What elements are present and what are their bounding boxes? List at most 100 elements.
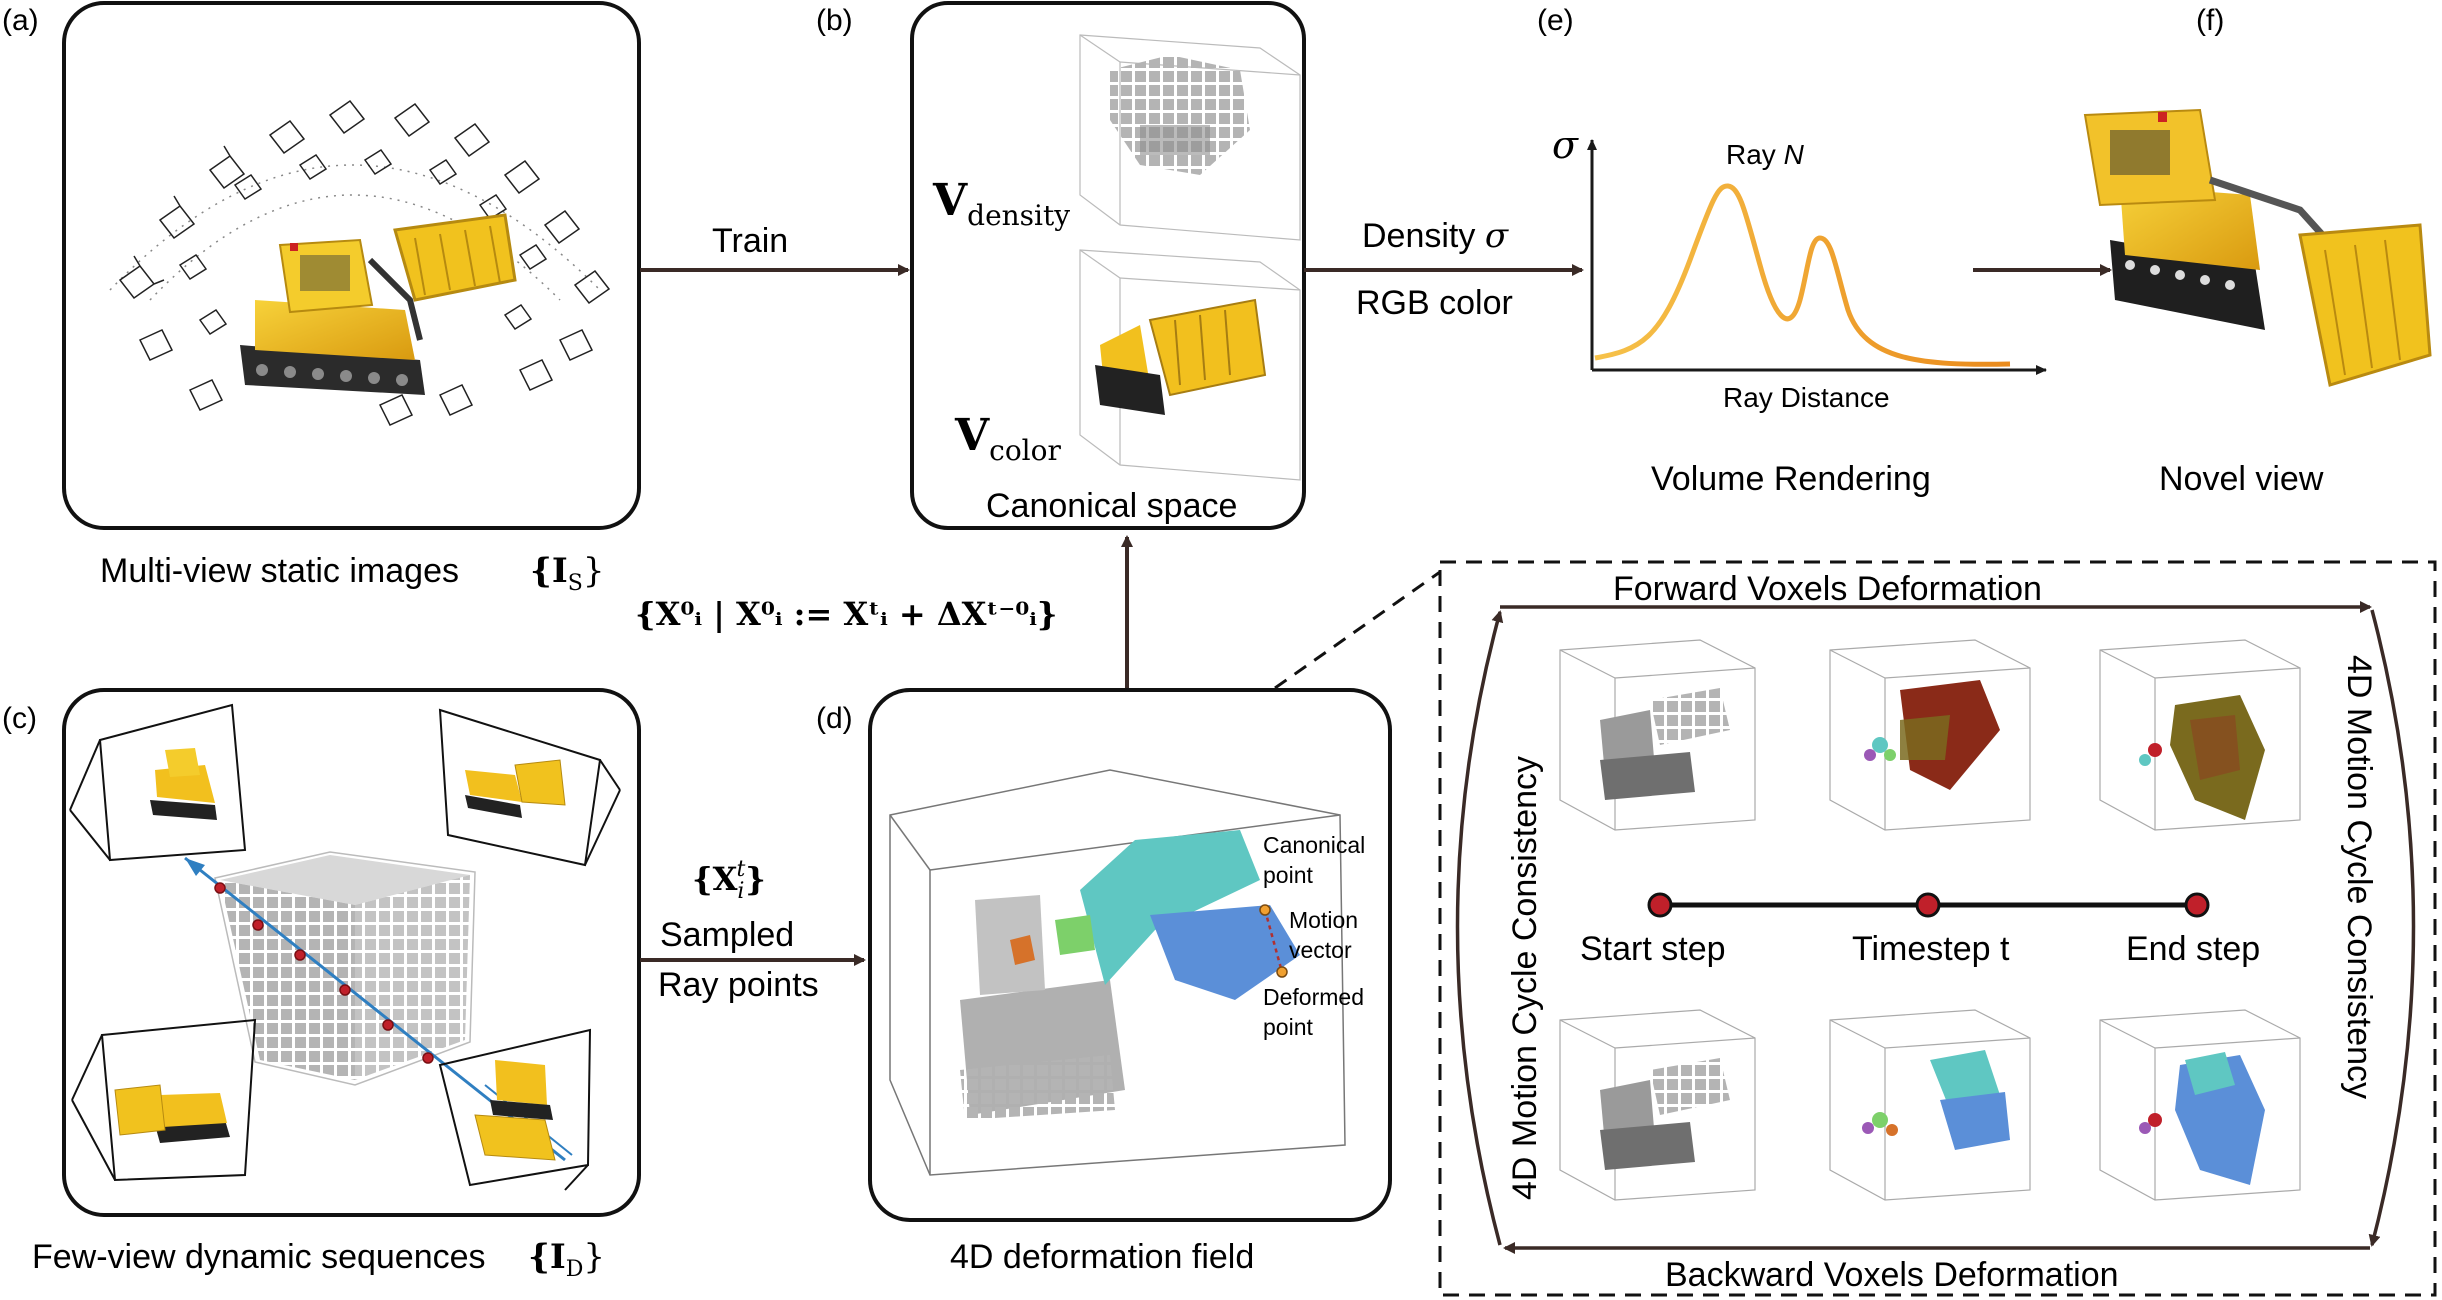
panel-a-label: (a) (2, 4, 39, 37)
panel-a-caption: Multi-view static images {IS} (100, 551, 605, 596)
density-symbol: σ (1485, 216, 1509, 256)
warp-formula: {X⁰ᵢ | X⁰ᵢ := Xᵗᵢ + ΔXᵗ⁻⁰ᵢ} (635, 595, 1058, 633)
train-label: Train (712, 222, 788, 260)
deformed-point-label: Deformed point (1263, 984, 1370, 1040)
panel-c-frame (62, 688, 641, 1217)
panel-d: (d) Canonical point Motion vector (816, 688, 1392, 1276)
timestep-timeline: Start step Timestep t End step (1580, 892, 2260, 968)
sampled-math-sup: t (736, 857, 745, 882)
motion-line-2: vector (1289, 937, 1352, 963)
sampled-points-arrow: {Xit} Sampled Ray points (640, 857, 866, 1004)
x-axis-label: Ray Distance (1723, 382, 1890, 413)
forward-voxel-cube-3 (2099, 639, 2301, 831)
ray-label-n: N (1784, 139, 1805, 170)
right-cycle-arc (2368, 609, 2416, 1247)
timestep-label: Timestep t (1852, 930, 2010, 968)
v-color-label: Vcolor (954, 410, 1061, 467)
panel-c-label: (c) (2, 702, 37, 735)
density-voxel-cube (1079, 34, 1301, 241)
panel-b: (b) Vdensity (816, 1, 1306, 530)
panel-c-caption-end: } (583, 1237, 605, 1277)
density-label: Density (1362, 217, 1485, 255)
deformed-line-1: Deformed (1263, 984, 1364, 1010)
left-cycle-arc (1455, 610, 1504, 1246)
backward-row (1559, 1009, 2301, 1201)
deformed-line-2: point (1263, 1014, 1313, 1040)
end-step-label: End step (2126, 930, 2260, 968)
canonical-point-label: Canonical point (1263, 832, 1372, 888)
camera-view-bulldozers-icon (114, 748, 566, 1161)
canonical-line-2: point (1263, 862, 1313, 888)
canonical-line-1: Canonical (1263, 832, 1365, 858)
panel-a: (a) (2, 1, 641, 596)
deformed-bulldozer-voxels (960, 830, 1300, 1120)
start-step-dot (1647, 892, 1673, 918)
train-arrow: Train (640, 222, 910, 276)
sampled-label: Sampled (660, 916, 794, 954)
panel-e-label: (e) (1537, 4, 1574, 37)
color-voxel-cube (1079, 249, 1301, 481)
camera-dome-icon (109, 99, 611, 426)
svg-text:Ray N: Ray N (1726, 139, 1805, 170)
panel-f-label: (f) (2196, 4, 2224, 37)
y-axis-label: σ (1552, 123, 1579, 167)
motion-vector-label: Motion vector (1289, 907, 1364, 963)
panel-c-caption-math: {I (528, 1237, 566, 1277)
panel-d-caption: 4D deformation field (950, 1238, 1254, 1276)
v-density-symbol: V (932, 175, 968, 226)
svg-text:Vdensity: Vdensity (932, 175, 1070, 232)
v-color-symbol: V (954, 410, 990, 461)
ray-label: Ray (1726, 139, 1784, 170)
timestep-dot (1915, 892, 1941, 918)
panel-c-caption-sub: D (566, 1257, 584, 1282)
bulldozer-icon (240, 213, 517, 395)
svg-text:{Xit}: {Xit} (692, 857, 766, 904)
ray-points-label: Ray points (658, 966, 819, 1004)
volume-rendering-plot: σ Ray N Ray Distance (1552, 123, 2047, 413)
right-side-label: 4D Motion Cycle Consistency (2340, 655, 2378, 1099)
forward-voxel-cube-2 (1829, 639, 2031, 831)
panel-f: (f) Novel view (2083, 4, 2432, 498)
v-density-sub: density (967, 199, 1070, 232)
panel-a-caption-text: Multi-view static images (100, 552, 459, 590)
panel-e-caption: Volume Rendering (1651, 460, 1931, 498)
svg-text:Few-view dynamic sequences: Few-view dynamic sequences (32, 1238, 486, 1276)
v-density-label: Vdensity (932, 175, 1070, 232)
panel-d-frame (868, 688, 1392, 1222)
panel-f-caption: Novel view (2159, 460, 2324, 498)
inset-frame (1438, 560, 2437, 1297)
forward-label: Forward Voxels Deformation (1613, 570, 2042, 608)
left-side-label: 4D Motion Cycle Consistency (1506, 756, 1544, 1200)
warp-formula-text: {X⁰ᵢ | X⁰ᵢ := Xᵗᵢ + ΔXᵗ⁻⁰ᵢ} (635, 595, 1058, 633)
panel-c-caption-text: Few-view dynamic sequences (32, 1238, 486, 1276)
panel-a-caption-sub: S (568, 571, 583, 596)
density-rgb-arrow: Density σ RGB color (1304, 216, 1584, 322)
panel-a-caption-math: {I (530, 551, 568, 591)
panel-c-caption: Few-view dynamic sequences {ID} (32, 1237, 605, 1282)
motion-vector-marker (1259, 904, 1288, 978)
panel-b-caption: Canonical space (986, 487, 1237, 525)
density-curve (1594, 183, 2011, 367)
forward-row (1559, 639, 2301, 831)
camera-frames-icon (69, 703, 621, 1191)
panel-a-frame (62, 1, 641, 530)
panel-a-caption-end: } (583, 551, 605, 591)
svg-text:Multi-view static images: Multi-view static images (100, 552, 459, 590)
sampled-math-end: } (745, 860, 766, 898)
end-step-dot (2184, 892, 2210, 918)
inset-connector (1274, 570, 1441, 690)
motion-line-1: Motion (1289, 907, 1358, 933)
backward-voxel-cube-2 (1829, 1009, 2031, 1201)
sampled-math: {X (692, 860, 738, 898)
panel-e: (e) σ Ray N Ray Distance Volume Renderin… (1537, 4, 2047, 498)
cycle-consistency-inset: Forward Voxels Deformation Backward Voxe… (1438, 560, 2437, 1297)
sampled-math-sub: i (737, 879, 744, 904)
svg-text:Vcolor: Vcolor (954, 410, 1061, 467)
svg-text:Density σ: Density σ (1362, 216, 1509, 256)
svg-text:{IS}: {IS} (530, 551, 605, 596)
panel-b-frame (910, 1, 1306, 530)
backward-voxel-cube-1 (1559, 1009, 1756, 1201)
svg-text:{ID}: {ID} (528, 1237, 605, 1282)
v-color-sub: color (989, 434, 1061, 467)
start-step-label: Start step (1580, 930, 1726, 968)
